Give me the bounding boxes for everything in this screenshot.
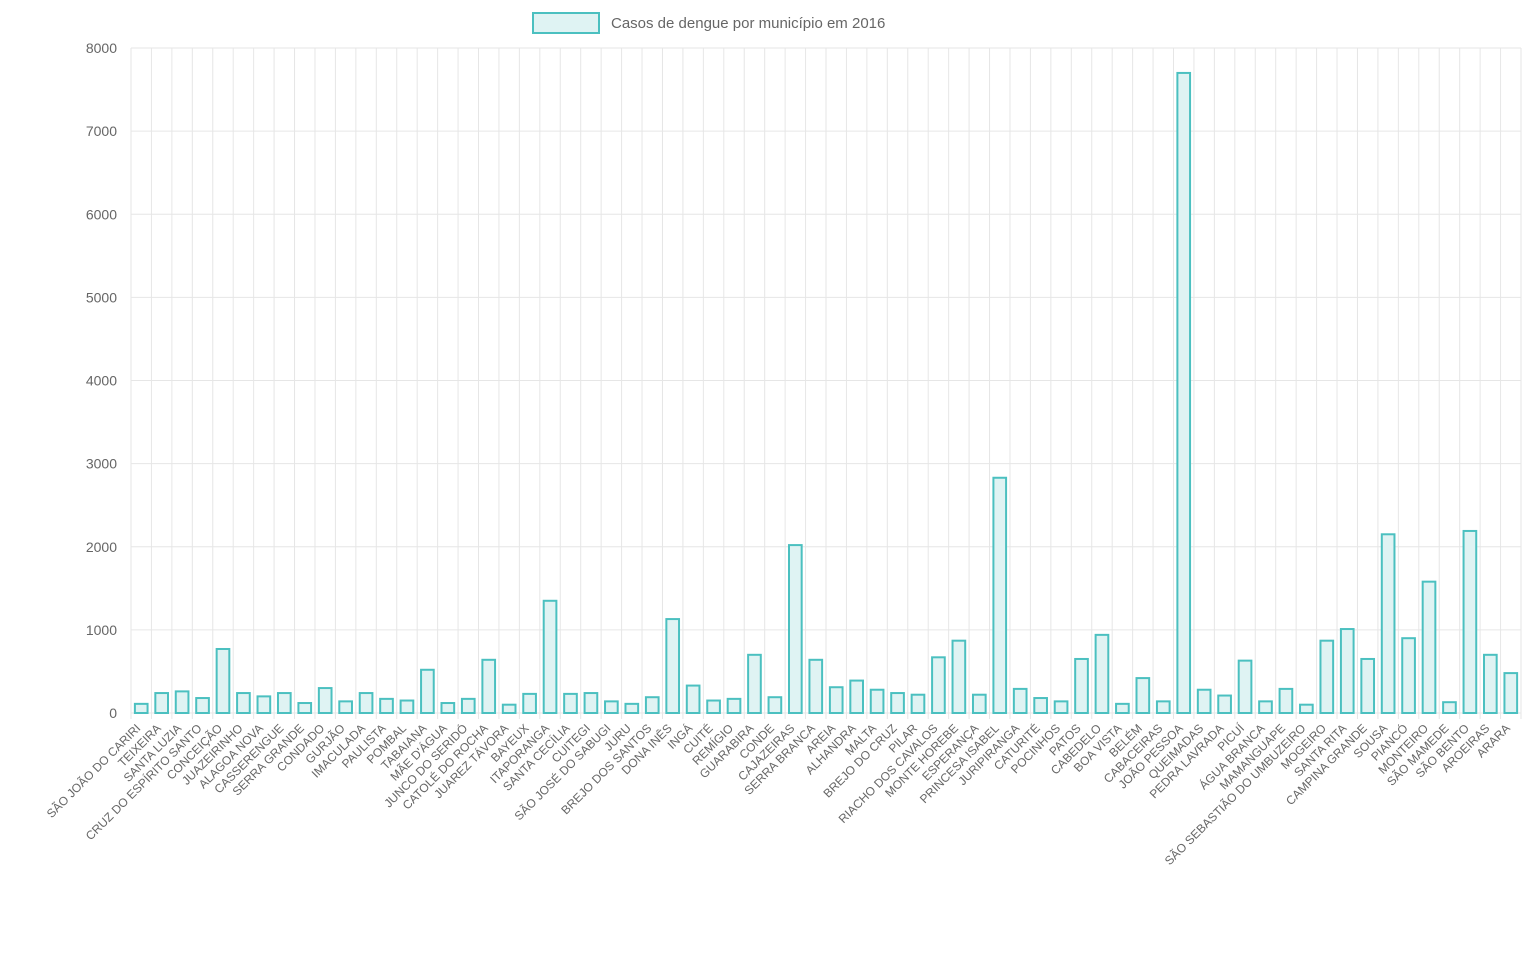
bar[interactable] [276,692,292,714]
bar[interactable] [1339,628,1355,715]
bar[interactable] [1053,700,1069,714]
bar[interactable] [317,687,333,714]
bar[interactable] [154,692,169,714]
bar[interactable] [869,688,885,714]
bar[interactable] [379,697,394,715]
bar[interactable] [297,702,313,715]
bar[interactable] [1462,529,1478,714]
bar[interactable] [604,700,619,714]
bar[interactable] [1380,533,1396,714]
y-tick-label: 3000 [86,456,117,472]
bar[interactable] [358,692,374,714]
bar[interactable] [399,699,415,714]
bar[interactable] [1094,633,1110,714]
bar[interactable] [788,544,803,715]
bar[interactable] [501,703,517,714]
bar[interactable] [828,686,844,715]
bar[interactable] [808,658,824,714]
legend-label[interactable]: Casos de dengue por município em 2016 [611,15,885,32]
bar[interactable] [440,702,456,715]
bar[interactable] [1401,637,1416,714]
bar[interactable] [706,699,721,714]
bar[interactable] [1176,71,1192,714]
bar[interactable] [563,692,578,714]
bar[interactable] [849,679,864,714]
bar[interactable] [256,695,272,714]
bar[interactable] [992,476,1008,714]
bar[interactable] [1012,687,1028,714]
bar[interactable] [726,697,742,715]
bar[interactable] [1237,659,1253,714]
bar[interactable] [338,700,353,714]
bar[interactable] [1503,672,1519,714]
grid-lines [130,47,1522,719]
y-tick-label: 8000 [86,40,117,56]
y-tick-label: 1000 [86,622,117,638]
bar[interactable] [215,647,231,715]
legend-swatch[interactable] [532,12,600,34]
y-tick-label: 6000 [86,206,117,222]
legend[interactable]: Casos de dengue por município em 2016 [532,12,885,34]
bar[interactable] [665,618,681,714]
bar[interactable] [420,668,435,715]
bar[interactable] [951,639,967,715]
bars [133,71,1519,715]
bar[interactable] [1319,639,1335,715]
bar[interactable] [460,697,476,715]
bar[interactable] [1074,657,1089,714]
bar[interactable] [1278,687,1294,714]
y-tick-label: 4000 [86,373,117,389]
bar[interactable] [767,696,783,714]
bar[interactable] [644,696,660,714]
bar[interactable] [1115,702,1130,715]
bar[interactable] [1033,697,1048,714]
y-tick-label: 7000 [86,123,117,139]
bar[interactable] [1421,580,1437,714]
bar[interactable] [174,690,190,715]
bar[interactable] [931,656,946,715]
bar[interactable] [624,702,640,715]
bar[interactable] [685,684,701,714]
bar[interactable] [481,658,497,714]
bar[interactable] [747,653,762,714]
bar[interactable] [1483,653,1498,714]
bar[interactable] [1442,701,1457,714]
bar[interactable] [1135,677,1151,715]
bar[interactable] [1360,657,1376,714]
bar[interactable] [583,692,599,714]
bar[interactable] [133,702,149,715]
y-tick-label: 0 [109,705,117,721]
bar[interactable] [1155,700,1171,714]
y-tick-label: 2000 [86,539,117,555]
y-tick-label: 5000 [86,289,117,305]
bar[interactable] [1299,703,1314,714]
bar[interactable] [542,599,558,714]
bar[interactable] [1258,700,1273,714]
bar[interactable] [522,692,537,714]
bar[interactable] [910,693,926,715]
bar[interactable] [236,692,251,714]
y-axis: 0 1000 2000 3000 4000 5000 6000 7000 8000 [86,40,117,721]
bar[interactable] [195,697,210,714]
bar[interactable] [971,693,987,715]
bar[interactable] [1217,694,1232,715]
bar[interactable] [1196,688,1212,714]
bar[interactable] [890,692,905,714]
